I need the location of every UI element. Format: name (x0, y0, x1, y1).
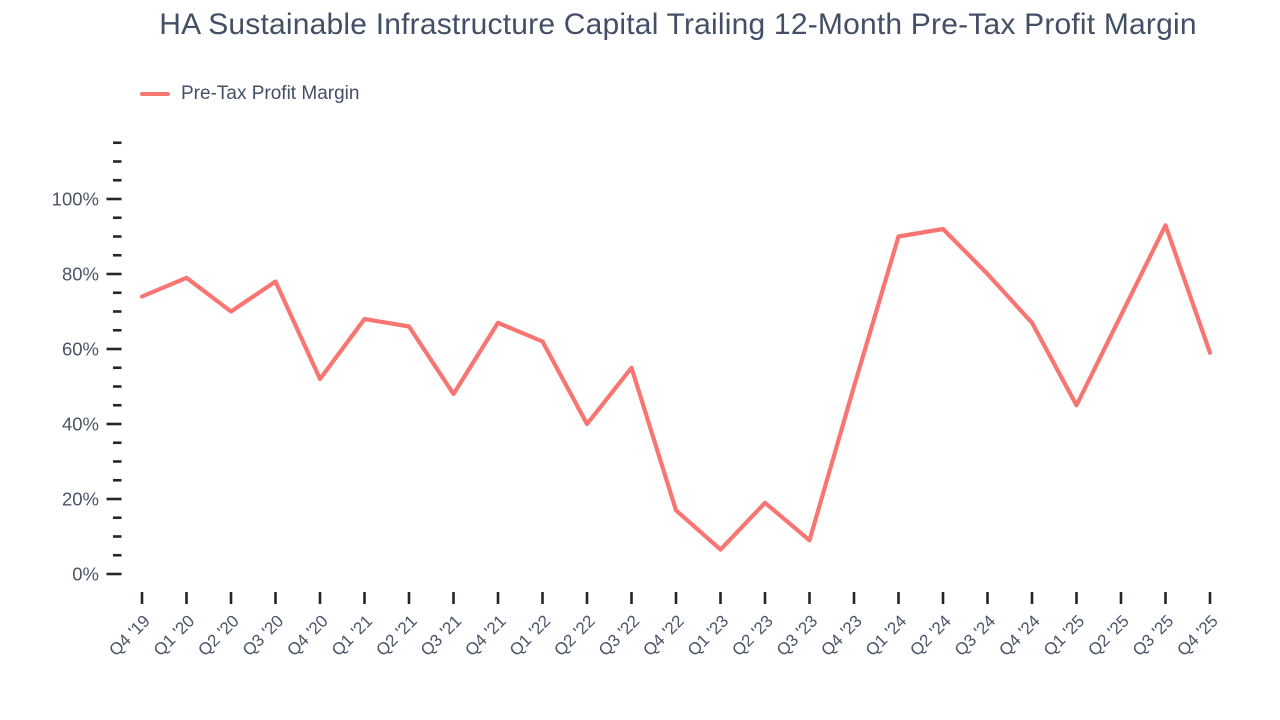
x-axis-label: Q2 '21 (372, 611, 420, 659)
x-axis-label: Q1 '20 (150, 611, 198, 659)
y-axis-label: 0% (72, 564, 99, 585)
x-axis-label: Q3 '21 (417, 611, 465, 659)
x-axis-label: Q2 '20 (194, 611, 242, 659)
x-axis-label: Q4 '23 (817, 611, 865, 659)
y-axis-label: 40% (62, 414, 99, 435)
y-axis-label: 20% (62, 489, 99, 510)
x-axis-label: Q4 '19 (105, 611, 153, 659)
y-axis-label: 80% (62, 264, 99, 285)
x-axis-label: Q1 '21 (328, 611, 376, 659)
x-axis-label: Q2 '25 (1084, 611, 1132, 659)
y-axis-label: 60% (62, 339, 99, 360)
legend-line-swatch-icon (140, 91, 170, 97)
x-axis-label: Q3 '25 (1129, 611, 1177, 659)
x-axis-label: Q2 '22 (550, 611, 598, 659)
x-axis-label: Q2 '24 (906, 611, 954, 659)
x-axis-label: Q4 '24 (995, 611, 1043, 659)
x-axis-label: Q3 '22 (595, 611, 643, 659)
x-axis-label: Q1 '22 (506, 611, 554, 659)
profit-margin-line (139, 223, 1213, 552)
x-axis-label: Q1 '25 (1040, 611, 1088, 659)
x-axis-label: Q3 '24 (951, 611, 999, 659)
x-axis-label: Q1 '23 (684, 611, 732, 659)
chart-title: HA Sustainable Infrastructure Capital Tr… (159, 8, 1197, 41)
x-axis-label: Q4 '21 (461, 611, 509, 659)
legend-label: Pre-Tax Profit Margin (181, 83, 360, 104)
y-axis-label: 100% (52, 189, 99, 210)
x-axis-label: Q4 '20 (283, 611, 331, 659)
x-axis-label: Q4 '25 (1173, 611, 1221, 659)
x-axis-label: Q3 '23 (773, 611, 821, 659)
x-axis-label: Q2 '23 (728, 611, 776, 659)
legend-item-pre-tax-profit-margin[interactable]: Pre-Tax Profit Margin (140, 83, 359, 105)
x-axis-label: Q1 '24 (862, 611, 910, 659)
x-axis-label: Q4 '22 (639, 611, 687, 659)
x-axis-label: Q3 '20 (239, 611, 287, 659)
